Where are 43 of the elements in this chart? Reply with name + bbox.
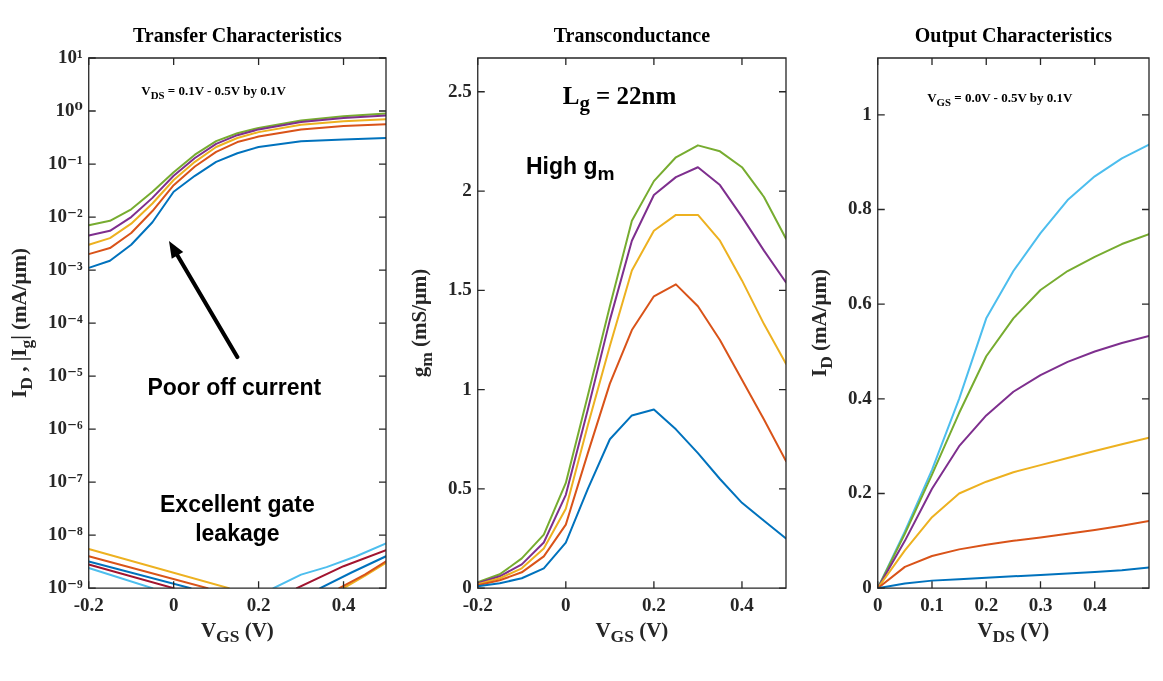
- y-tick-label: 10¹: [58, 45, 83, 67]
- y-tick-label: 1: [462, 377, 472, 399]
- x-tick-label: 0.2: [642, 593, 666, 615]
- y-tick-label: 10⁻³: [47, 257, 84, 279]
- x-tick-label: 0.2: [974, 593, 999, 615]
- y-tick-label: 0.2: [848, 481, 872, 503]
- x-axis-title: V$_{GS}$ (V): [199, 618, 275, 648]
- y-tick-label: 0.6: [848, 292, 872, 314]
- y-tick-label: 10⁻⁴: [47, 311, 84, 333]
- y-tick-label: 0.5: [448, 476, 472, 498]
- y-tick-label: 0: [862, 576, 872, 598]
- x-tick-label: 0.1: [920, 593, 944, 615]
- annotation: Excellent gate leakage: [159, 490, 316, 549]
- y-tick-label: 10⁻⁵: [47, 364, 84, 386]
- chart-title: Output Characteristics: [913, 24, 1113, 47]
- annotation: High g$_{m}$: [525, 152, 615, 187]
- y-tick-label: 10⁻²: [47, 204, 84, 226]
- x-tick-label: 0.4: [331, 593, 356, 615]
- x-tick-label: 0.2: [246, 593, 271, 615]
- x-tick-label: 0: [561, 593, 571, 615]
- annotation: L$_{g}$ = 22nm: [562, 80, 677, 116]
- y-tick-label: 0.4: [848, 386, 873, 408]
- x-axis-title: V$_{DS}$ (V): [976, 618, 1051, 648]
- y-tick-label: 10⁻⁶: [47, 417, 84, 439]
- y-tick-label: 2.5: [448, 79, 472, 101]
- x-tick-label: 0.4: [730, 593, 755, 615]
- y-tick-label: 10⁻⁷: [47, 470, 84, 492]
- x-tick-label: 0: [168, 593, 179, 615]
- y-tick-label: 10⁻¹: [47, 151, 83, 173]
- y-tick-label: 1: [862, 102, 872, 124]
- x-tick-label: 0.3: [1028, 593, 1053, 615]
- chart-title: Transconductance: [552, 24, 712, 47]
- annotation: Poor off current: [147, 372, 322, 402]
- annotation: V$_{DS}$ = 0.1V - 0.5V by 0.1V: [141, 83, 286, 103]
- y-tick-label: 0.8: [848, 197, 872, 219]
- y-tick-label: 1.5: [448, 278, 472, 300]
- annotation: V$_{GS}$ = 0.0V - 0.5V by 0.1V: [927, 90, 1073, 110]
- chart-title: Transfer Characteristics: [132, 24, 343, 47]
- y-tick-label: 2: [462, 178, 472, 200]
- x-tick-label: 0.4: [1082, 593, 1108, 615]
- x-axis-title: V$_{GS}$ (V): [594, 618, 670, 648]
- y-tick-label: 10⁰: [55, 98, 83, 120]
- y-tick-label: 10⁻⁸: [47, 523, 84, 545]
